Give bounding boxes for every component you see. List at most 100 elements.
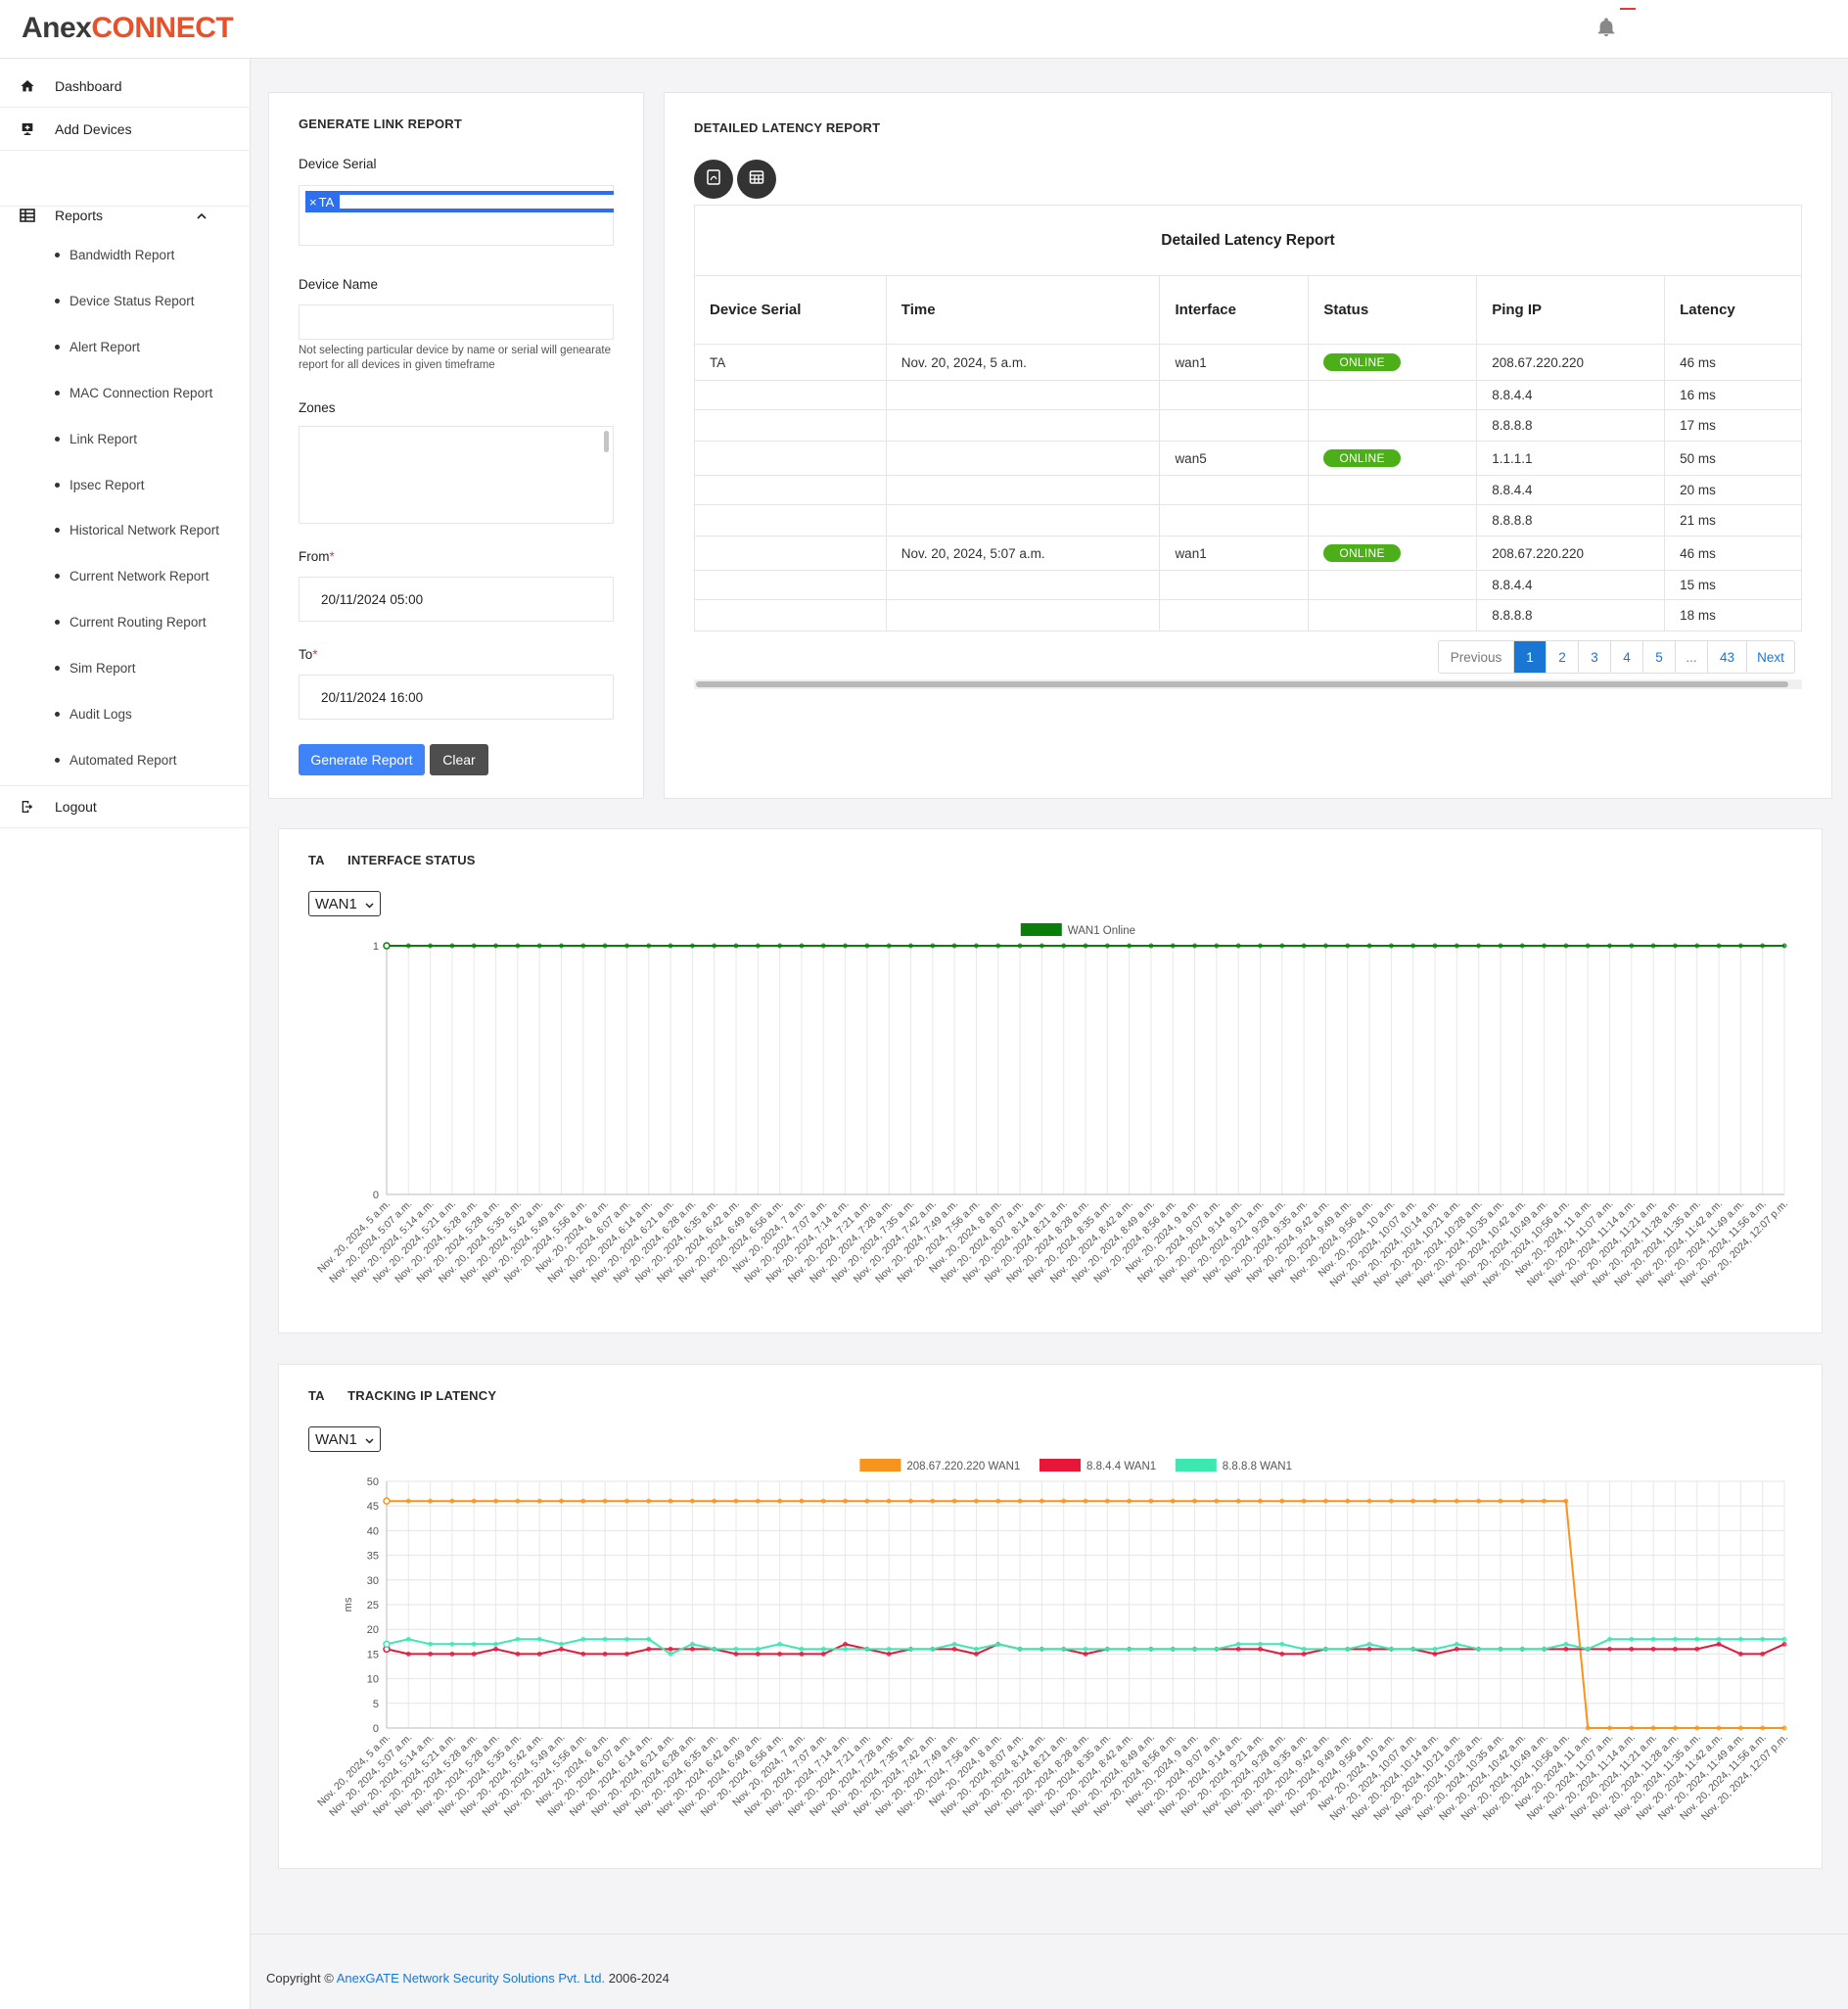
to-datetime-input[interactable]: 20/11/2024 16:00: [299, 675, 614, 720]
column-header[interactable]: Interface: [1159, 275, 1310, 345]
legend-label: 8.8.8.8 WAN1: [1223, 1461, 1292, 1472]
device-name-label: Device Name: [299, 277, 379, 292]
table-cell: [1159, 504, 1310, 537]
zones-select[interactable]: [299, 426, 614, 524]
data-point: [493, 1641, 499, 1647]
data-point: [886, 1498, 892, 1504]
table-cell: [885, 380, 1161, 410]
data-point: [1235, 1498, 1241, 1504]
from-datetime-input[interactable]: 20/11/2024 05:00: [299, 577, 614, 622]
column-header[interactable]: Ping IP: [1476, 275, 1666, 345]
x-tick-label: Nov. 20, 2024, 6:14 a.m.: [568, 1198, 655, 1285]
status-badge: ONLINE: [1323, 353, 1401, 371]
table-cell: 1.1.1.1: [1476, 441, 1666, 476]
data-point: [493, 1646, 499, 1652]
excel-export-button[interactable]: [737, 160, 776, 199]
generate-report-card: GENERATE LINK REPORT Device Serial × TA D…: [268, 92, 644, 799]
pagination-page-4[interactable]: 4: [1611, 641, 1643, 673]
data-point: [515, 1636, 521, 1642]
sidebar-subitem-link-report[interactable]: Link Report: [55, 432, 137, 446]
y-tick-label: 10: [367, 1674, 379, 1686]
x-tick-label: Nov. 20, 2024, 11:14 a.m.: [1547, 1732, 1638, 1823]
data-point: [428, 1651, 434, 1657]
sidebar-item-add-devices[interactable]: Add Devices: [0, 108, 251, 151]
data-point: [951, 943, 957, 949]
table-cell: 18 ms: [1664, 599, 1802, 631]
data-point: [1127, 1646, 1132, 1652]
data-point: [668, 1651, 673, 1657]
column-header[interactable]: Device Serial: [694, 275, 887, 345]
pagination-next-button[interactable]: Next: [1757, 649, 1784, 665]
sidebar-subitem-audit-logs[interactable]: Audit Logs: [55, 707, 132, 722]
selected-serial-tag[interactable]: × TA: [305, 191, 615, 212]
zones-scrollbar[interactable]: [604, 431, 609, 452]
tracking-interface-select[interactable]: WAN1: [308, 1426, 381, 1452]
sidebar-subitem-current-routing-report[interactable]: Current Routing Report: [55, 615, 207, 630]
data-point: [1083, 1646, 1088, 1652]
sidebar-subitem-mac-connection-report[interactable]: MAC Connection Report: [55, 386, 212, 400]
table-cell: ONLINE: [1308, 536, 1478, 571]
data-point: [383, 1645, 391, 1654]
data-point: [1235, 1646, 1241, 1652]
pagination-page-43[interactable]: 43: [1708, 641, 1747, 673]
x-tick-label: Nov. 20, 2024, 11:07 a.m.: [1525, 1198, 1616, 1289]
table-icon: [749, 169, 764, 190]
interface-select[interactable]: WAN1: [308, 891, 381, 916]
pagination-page-3[interactable]: 3: [1579, 641, 1611, 673]
data-point: [1104, 1646, 1110, 1652]
data-point: [1563, 1646, 1569, 1652]
data-point: [1629, 1646, 1635, 1652]
x-tick-label: Nov. 20, 2024, 5:28 a.m.: [414, 1198, 501, 1285]
remove-tag-icon[interactable]: ×: [309, 194, 317, 210]
x-tick-label: Nov. 20, 2024, 6:14 a.m.: [568, 1732, 655, 1819]
sidebar-subitem-alert-report[interactable]: Alert Report: [55, 340, 140, 354]
x-tick-label: Nov. 20, 2024, 8:28 a.m.: [1004, 1732, 1091, 1819]
sidebar-subitem-automated-report[interactable]: Automated Report: [55, 753, 177, 768]
sidebar-subitem-ipsec-report[interactable]: Ipsec Report: [55, 478, 145, 492]
data-point: [930, 943, 936, 949]
pagination-page-5[interactable]: 5: [1643, 641, 1676, 673]
data-point: [383, 942, 391, 950]
sidebar-subitem-sim-report[interactable]: Sim Report: [55, 661, 136, 676]
sidebar-item-reports[interactable]: Reports: [0, 194, 251, 237]
sidebar-subitem-historical-network-report[interactable]: Historical Network Report: [55, 523, 219, 537]
company-link[interactable]: AnexGATE Network Security Solutions Pvt.…: [336, 1971, 606, 1986]
sidebar-subitem-bandwidth-report[interactable]: Bandwidth Report: [55, 248, 174, 262]
pagination-previous-button[interactable]: Previous: [1439, 641, 1514, 673]
x-tick-label: Nov. 20, 2024, 9:28 a.m.: [1201, 1198, 1288, 1285]
sidebar-item-dashboard[interactable]: Dashboard: [0, 65, 251, 108]
clear-button[interactable]: Clear: [430, 744, 488, 775]
column-header[interactable]: Latency: [1664, 275, 1802, 345]
table-cell: 208.67.220.220: [1476, 536, 1666, 571]
device-name-input[interactable]: [299, 304, 614, 340]
horizontal-scrollbar-thumb[interactable]: [696, 681, 1788, 687]
table-cell: [1308, 570, 1478, 600]
table-cell: ONLINE: [1308, 344, 1478, 381]
column-header[interactable]: Status: [1308, 275, 1478, 345]
horizontal-scrollbar-track[interactable]: [694, 679, 1802, 689]
x-tick-label: Nov. 20, 2024, 11:35 a.m.: [1612, 1732, 1703, 1823]
device-serial-select[interactable]: × TA: [299, 185, 615, 246]
pagination-page-1[interactable]: 1: [1514, 641, 1547, 673]
sidebar-item-logout[interactable]: Logout: [0, 785, 251, 828]
pdf-export-button[interactable]: [694, 160, 733, 199]
brand-logo[interactable]: AnexCONNECT: [22, 12, 234, 45]
copyright-text: Copyright © AnexGATE Network Security So…: [266, 1971, 670, 1986]
x-tick-label: Nov. 20, 2024, 11:28 a.m.: [1591, 1732, 1682, 1823]
data-point: [1454, 1646, 1459, 1652]
pagination-page-ellipsis[interactable]: ...: [1676, 641, 1708, 673]
x-tick-label: Nov. 20, 2024, 9:07 a.m.: [1135, 1198, 1223, 1285]
chevron-up-icon[interactable]: [197, 208, 207, 223]
column-header[interactable]: Time: [885, 275, 1161, 345]
sidebar-subitem-current-network-report[interactable]: Current Network Report: [55, 569, 209, 584]
data-point: [1083, 943, 1088, 949]
sidebar-subitem-device-status-report[interactable]: Device Status Report: [55, 294, 195, 308]
table-cell: [694, 441, 887, 476]
generate-report-button[interactable]: Generate Report: [299, 744, 425, 775]
pagination-page-2[interactable]: 2: [1547, 641, 1579, 673]
add-device-icon: [0, 121, 55, 137]
data-point: [799, 1651, 805, 1657]
data-point: [1322, 1498, 1328, 1504]
bell-icon[interactable]: [1595, 16, 1617, 44]
table-cell: TA: [694, 344, 887, 381]
